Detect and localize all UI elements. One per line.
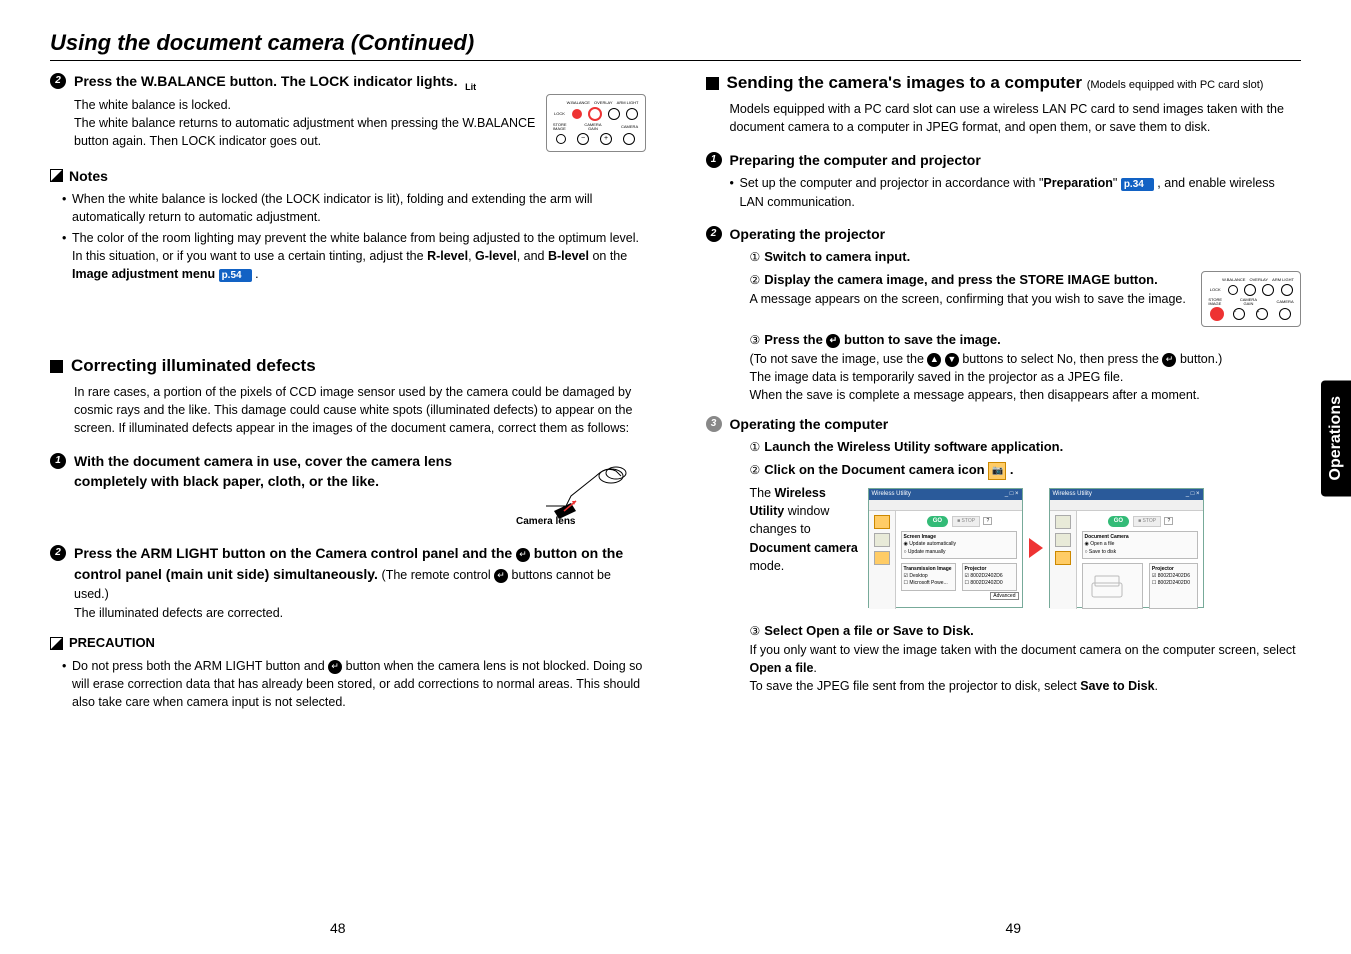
correct-step-1-badge: 1 xyxy=(50,453,66,469)
section-sending-images: Sending the camera's images to a compute… xyxy=(706,71,1302,96)
file-icon[interactable] xyxy=(874,533,890,547)
correct-step-1: With the document camera in use, cover t… xyxy=(74,451,496,529)
operating-projector-header: Operating the projector xyxy=(730,224,1302,244)
control-panel-diagram-2: W.BALANCEOVERLAYARM LIGHT LOCK STORE IMA… xyxy=(1201,271,1301,327)
lit-label: Lit xyxy=(465,82,476,92)
op-proj-1: Switch to camera input. xyxy=(764,249,910,264)
prep-badge: 1 xyxy=(706,152,722,168)
enter-icon: ↵ xyxy=(494,569,508,583)
doc-camera-icon[interactable] xyxy=(874,551,890,565)
page-ref-34[interactable]: p.34 xyxy=(1121,178,1154,191)
op-comp-3-header: Select Open a file or Save to Disk. xyxy=(764,623,974,638)
op-comp-badge: 3 xyxy=(706,416,722,432)
up-icon: ▲ xyxy=(927,353,941,367)
section-correcting-defects: Correcting illuminated defects xyxy=(50,354,646,379)
op-proj-2-body: A message appears on the screen, confirm… xyxy=(750,290,1192,308)
note-2: The color of the room lighting may preve… xyxy=(62,229,646,284)
step-2-badge: 2 xyxy=(50,73,66,89)
control-panel-diagram: W.BALANCE OVERLAY ARM LIGHT LOCK xyxy=(546,94,646,152)
notes-header: Notes xyxy=(50,166,646,186)
correct-step-2-badge: 2 xyxy=(50,545,66,561)
left-column: 2 Press the W.BALANCE button. The LOCK i… xyxy=(50,71,646,714)
page-ref-54[interactable]: p.54 xyxy=(219,269,252,282)
screen-image-icon[interactable] xyxy=(874,515,890,529)
preparing-header: Preparing the computer and projector xyxy=(730,150,1302,170)
precaution-header: PRECAUTION xyxy=(50,634,646,653)
page-number-left: 48 xyxy=(330,920,346,936)
sending-intro: Models equipped with a PC card slot can … xyxy=(730,100,1302,136)
operating-computer-header: Operating the computer xyxy=(730,414,1302,434)
wireless-utility-window-before: Wireless Utility_ □ × GO■ STOP ? Screen … xyxy=(868,488,1023,608)
precaution-body: Do not press both the ARM LIGHT button a… xyxy=(62,657,646,711)
step-2-heading: Press the W.BALANCE button. The LOCK ind… xyxy=(74,73,457,89)
camera-lens-diagram xyxy=(516,451,636,521)
page-title: Using the document camera (Continued) xyxy=(50,30,1301,61)
stop-button[interactable]: ■ STOP xyxy=(952,516,980,527)
enter-icon: ↵ xyxy=(1162,353,1176,367)
arrow-right-icon xyxy=(1029,538,1043,558)
go-button[interactable]: GO xyxy=(1108,516,1129,527)
camera-lens-label: Camera lens xyxy=(516,515,576,530)
prep-bullet: Set up the computer and projector in acc… xyxy=(730,174,1302,211)
enter-icon: ↵ xyxy=(328,660,342,674)
stop-button[interactable]: ■ STOP xyxy=(1133,516,1161,527)
enter-icon: ↵ xyxy=(826,334,840,348)
wireless-utility-window-after: Wireless Utility_ □ × GO■ STOP ? Documen… xyxy=(1049,488,1204,608)
right-column: Sending the camera's images to a compute… xyxy=(706,71,1302,714)
document-camera-icon: 📷 xyxy=(988,462,1006,480)
doc-camera-icon[interactable] xyxy=(1055,551,1071,565)
note-1: When the white balance is locked (the LO… xyxy=(62,190,646,226)
correcting-intro: In rare cases, a portion of the pixels o… xyxy=(74,383,646,437)
notes-icon xyxy=(50,169,63,182)
page-number-right: 49 xyxy=(1005,920,1021,936)
file-icon[interactable] xyxy=(1055,533,1071,547)
op-proj-2: Display the camera image, and press the … xyxy=(764,272,1157,287)
go-button[interactable]: GO xyxy=(927,516,948,527)
screen-image-icon[interactable] xyxy=(1055,515,1071,529)
side-tab-operations: Operations xyxy=(1321,380,1351,496)
enter-icon: ↵ xyxy=(516,548,530,562)
op-comp-1: Launch the Wireless Utility software app… xyxy=(764,439,1063,454)
down-icon: ▼ xyxy=(945,353,959,367)
step-2-body: The white balance is locked. The white b… xyxy=(74,96,536,150)
op-proj-badge: 2 xyxy=(706,226,722,242)
